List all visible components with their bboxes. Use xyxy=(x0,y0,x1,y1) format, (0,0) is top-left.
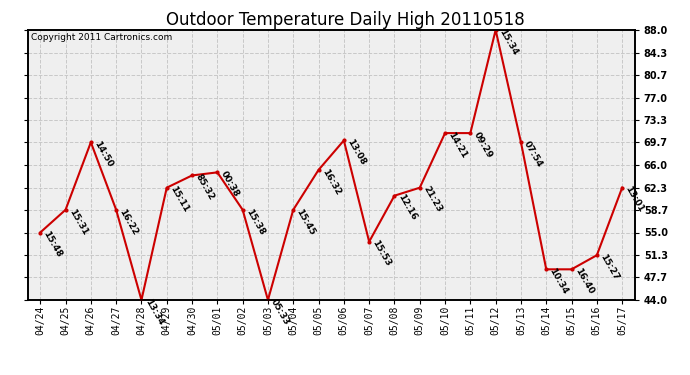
Text: 15:45: 15:45 xyxy=(295,207,317,236)
Text: 09:29: 09:29 xyxy=(472,130,494,160)
Text: 07:54: 07:54 xyxy=(522,140,544,169)
Text: 21:23: 21:23 xyxy=(421,185,443,214)
Text: Outdoor Temperature Daily High 20110518: Outdoor Temperature Daily High 20110518 xyxy=(166,11,524,29)
Text: 15:48: 15:48 xyxy=(41,230,63,259)
Text: 16:22: 16:22 xyxy=(117,207,139,236)
Text: 13:01: 13:01 xyxy=(624,185,646,214)
Text: 15:34: 15:34 xyxy=(497,27,519,57)
Text: 16:40: 16:40 xyxy=(573,267,595,296)
Text: 16:32: 16:32 xyxy=(320,167,342,196)
Text: 13:34: 13:34 xyxy=(143,297,165,327)
Text: 15:38: 15:38 xyxy=(244,207,266,236)
Text: 14:21: 14:21 xyxy=(446,130,469,160)
Text: 15:31: 15:31 xyxy=(67,207,89,236)
Text: 85:32: 85:32 xyxy=(193,172,215,202)
Text: 15:53: 15:53 xyxy=(371,239,393,268)
Text: 10:34: 10:34 xyxy=(548,267,570,296)
Text: Copyright 2011 Cartronics.com: Copyright 2011 Cartronics.com xyxy=(30,33,172,42)
Text: 14:50: 14:50 xyxy=(92,140,115,169)
Text: 15:11: 15:11 xyxy=(168,185,190,214)
Text: 13:08: 13:08 xyxy=(345,138,367,167)
Text: 15:27: 15:27 xyxy=(598,252,620,282)
Text: 00:38: 00:38 xyxy=(219,170,241,199)
Text: 12:16: 12:16 xyxy=(396,193,418,222)
Text: 05:33: 05:33 xyxy=(269,297,291,326)
